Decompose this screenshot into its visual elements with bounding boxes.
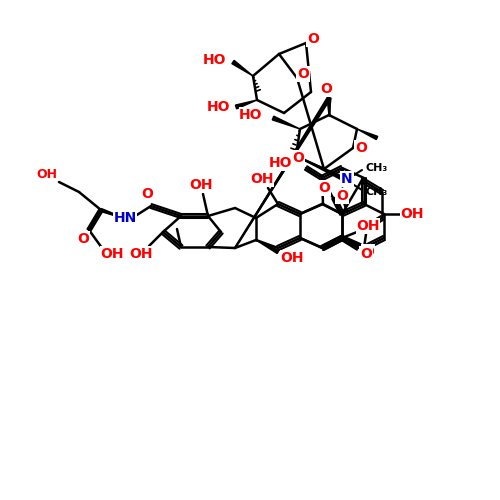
Text: HO: HO: [206, 100, 230, 114]
Text: O: O: [318, 181, 330, 195]
Polygon shape: [100, 208, 129, 220]
Text: HN: HN: [114, 211, 136, 225]
Text: O: O: [355, 141, 367, 155]
Text: HO: HO: [240, 108, 263, 122]
Text: O: O: [336, 189, 348, 203]
Text: O: O: [320, 82, 332, 96]
Text: HO: HO: [268, 156, 292, 170]
Text: OH: OH: [400, 207, 424, 221]
Polygon shape: [357, 129, 378, 140]
Polygon shape: [236, 100, 257, 109]
Text: HO: HO: [203, 53, 227, 67]
Text: O: O: [360, 247, 372, 261]
Text: OH: OH: [280, 251, 304, 265]
Polygon shape: [296, 156, 347, 182]
Text: O: O: [292, 151, 304, 165]
Text: OH: OH: [356, 219, 380, 233]
Text: O: O: [362, 245, 374, 259]
Text: O: O: [307, 32, 319, 46]
Text: OH: OH: [250, 172, 274, 186]
Text: OH: OH: [100, 247, 124, 261]
Polygon shape: [272, 116, 300, 129]
Polygon shape: [256, 240, 279, 254]
Text: OH: OH: [129, 247, 153, 261]
Text: CH₃: CH₃: [365, 187, 387, 197]
Polygon shape: [232, 60, 253, 76]
Polygon shape: [235, 97, 330, 248]
Text: N: N: [341, 172, 353, 186]
Text: OH: OH: [36, 168, 58, 180]
Polygon shape: [327, 98, 331, 115]
Text: O: O: [77, 232, 89, 246]
Text: CH₃: CH₃: [365, 163, 387, 173]
Text: OH: OH: [189, 178, 213, 192]
Text: O: O: [297, 67, 309, 81]
Text: O: O: [141, 187, 153, 201]
